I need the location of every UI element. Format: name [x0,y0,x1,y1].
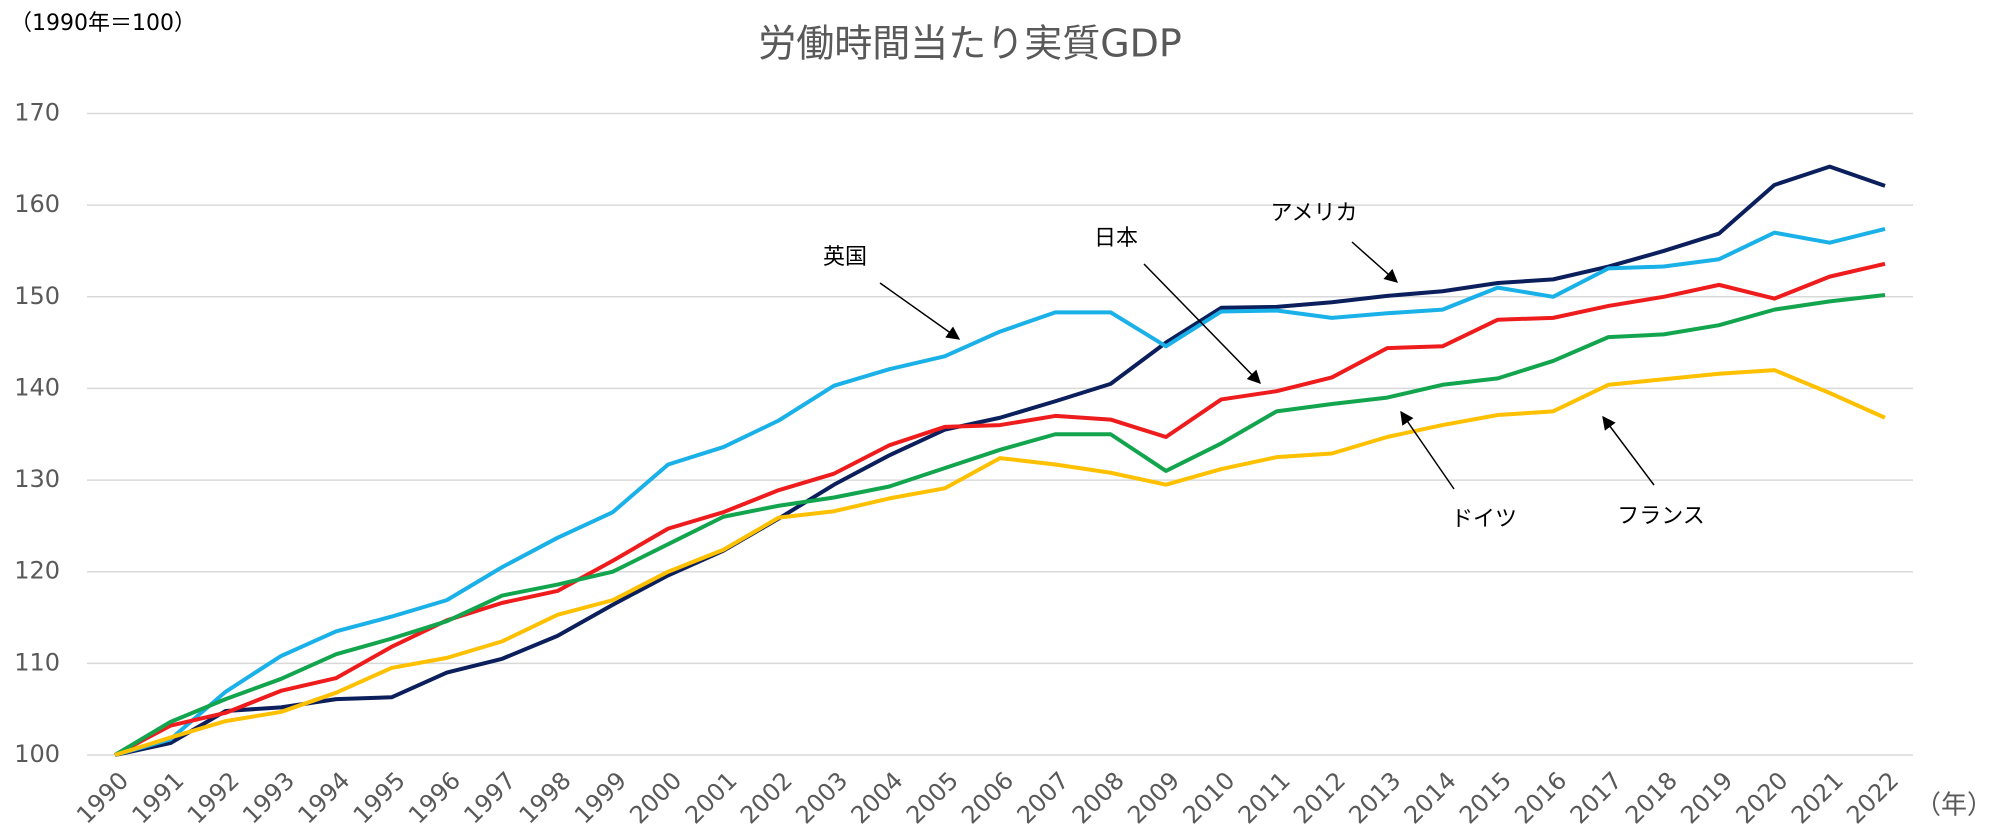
x-tick-label: 2020 [1731,766,1794,829]
annotation: 英国 [823,245,867,270]
x-tick-label: 2018 [1620,766,1683,829]
line-series [114,368,1886,757]
x-tick-label: 2001 [680,766,743,829]
y-tick-label: 130 [14,465,60,493]
x-tick-label: 2003 [790,766,853,829]
annotations: アメリカ 英国 日本 ドイツ フランス [823,201,1705,532]
x-tick-label: 1993 [237,766,300,829]
x-tick-label: 2013 [1343,766,1406,829]
arrow [1400,410,1455,490]
x-tick-label: 1999 [569,766,632,829]
line-series [114,227,1886,757]
x-tick-label: 1996 [403,766,466,829]
x-tick-label: 1997 [458,766,521,829]
x-tick-label: 1991 [127,766,190,829]
x-tick-label: 2022 [1841,766,1904,829]
annotation: ドイツ [1451,507,1517,532]
arrow [879,282,961,340]
x-tick-label: 1990 [71,766,134,829]
arrow [1351,241,1399,283]
y-tick-label: 150 [14,282,60,310]
x-tick-label: 2005 [901,766,964,829]
x-tick-label: 2008 [1067,766,1130,829]
x-tick-label: 2016 [1509,766,1572,829]
x-tick-label: 2007 [1012,766,1075,829]
x-tick-label: 1994 [292,766,355,829]
x-tick-label: 2019 [1675,766,1738,829]
y-tick-label: 100 [14,740,60,768]
y-axis-label: （1990年＝100） [10,11,196,36]
x-tick-label: 1998 [514,766,577,829]
x-tick-label: 2000 [624,766,687,829]
line-series [114,164,1886,757]
x-tick-label: 2009 [1122,766,1185,829]
x-tick-label: 2015 [1454,766,1517,829]
x-tick-label: 2011 [1233,766,1296,829]
y-tick-label: 170 [14,99,60,127]
line-series [113,292,1886,757]
x-tick-label: 1992 [182,766,245,829]
annotation: アメリカ [1271,201,1358,226]
y-tick-label: 160 [14,190,60,218]
x-tick-label: 2014 [1399,766,1462,829]
arrow [1143,263,1261,384]
annotation: 日本 [1094,226,1138,251]
y-tick-label: 140 [14,373,60,401]
x-tick-label: 1995 [348,766,411,829]
x-tick-label: 2006 [956,766,1019,829]
x-tick-label: 2012 [1288,766,1351,829]
x-tick-label: 2021 [1786,766,1849,829]
x-tick-label: 2017 [1565,766,1628,829]
y-tick-label: 110 [14,648,60,676]
annotation: フランス [1617,504,1705,529]
x-tick-label: 2002 [735,766,798,829]
arrow [1602,415,1655,486]
line-series [114,261,1886,757]
x-tick-label: 2010 [1177,766,1240,829]
chart-title: 労働時間当たり実質GDP [758,22,1182,66]
x-tick-label: 2004 [846,766,909,829]
y-tick-label: 120 [14,557,60,585]
x-axis-label: （年） [1915,791,1990,821]
